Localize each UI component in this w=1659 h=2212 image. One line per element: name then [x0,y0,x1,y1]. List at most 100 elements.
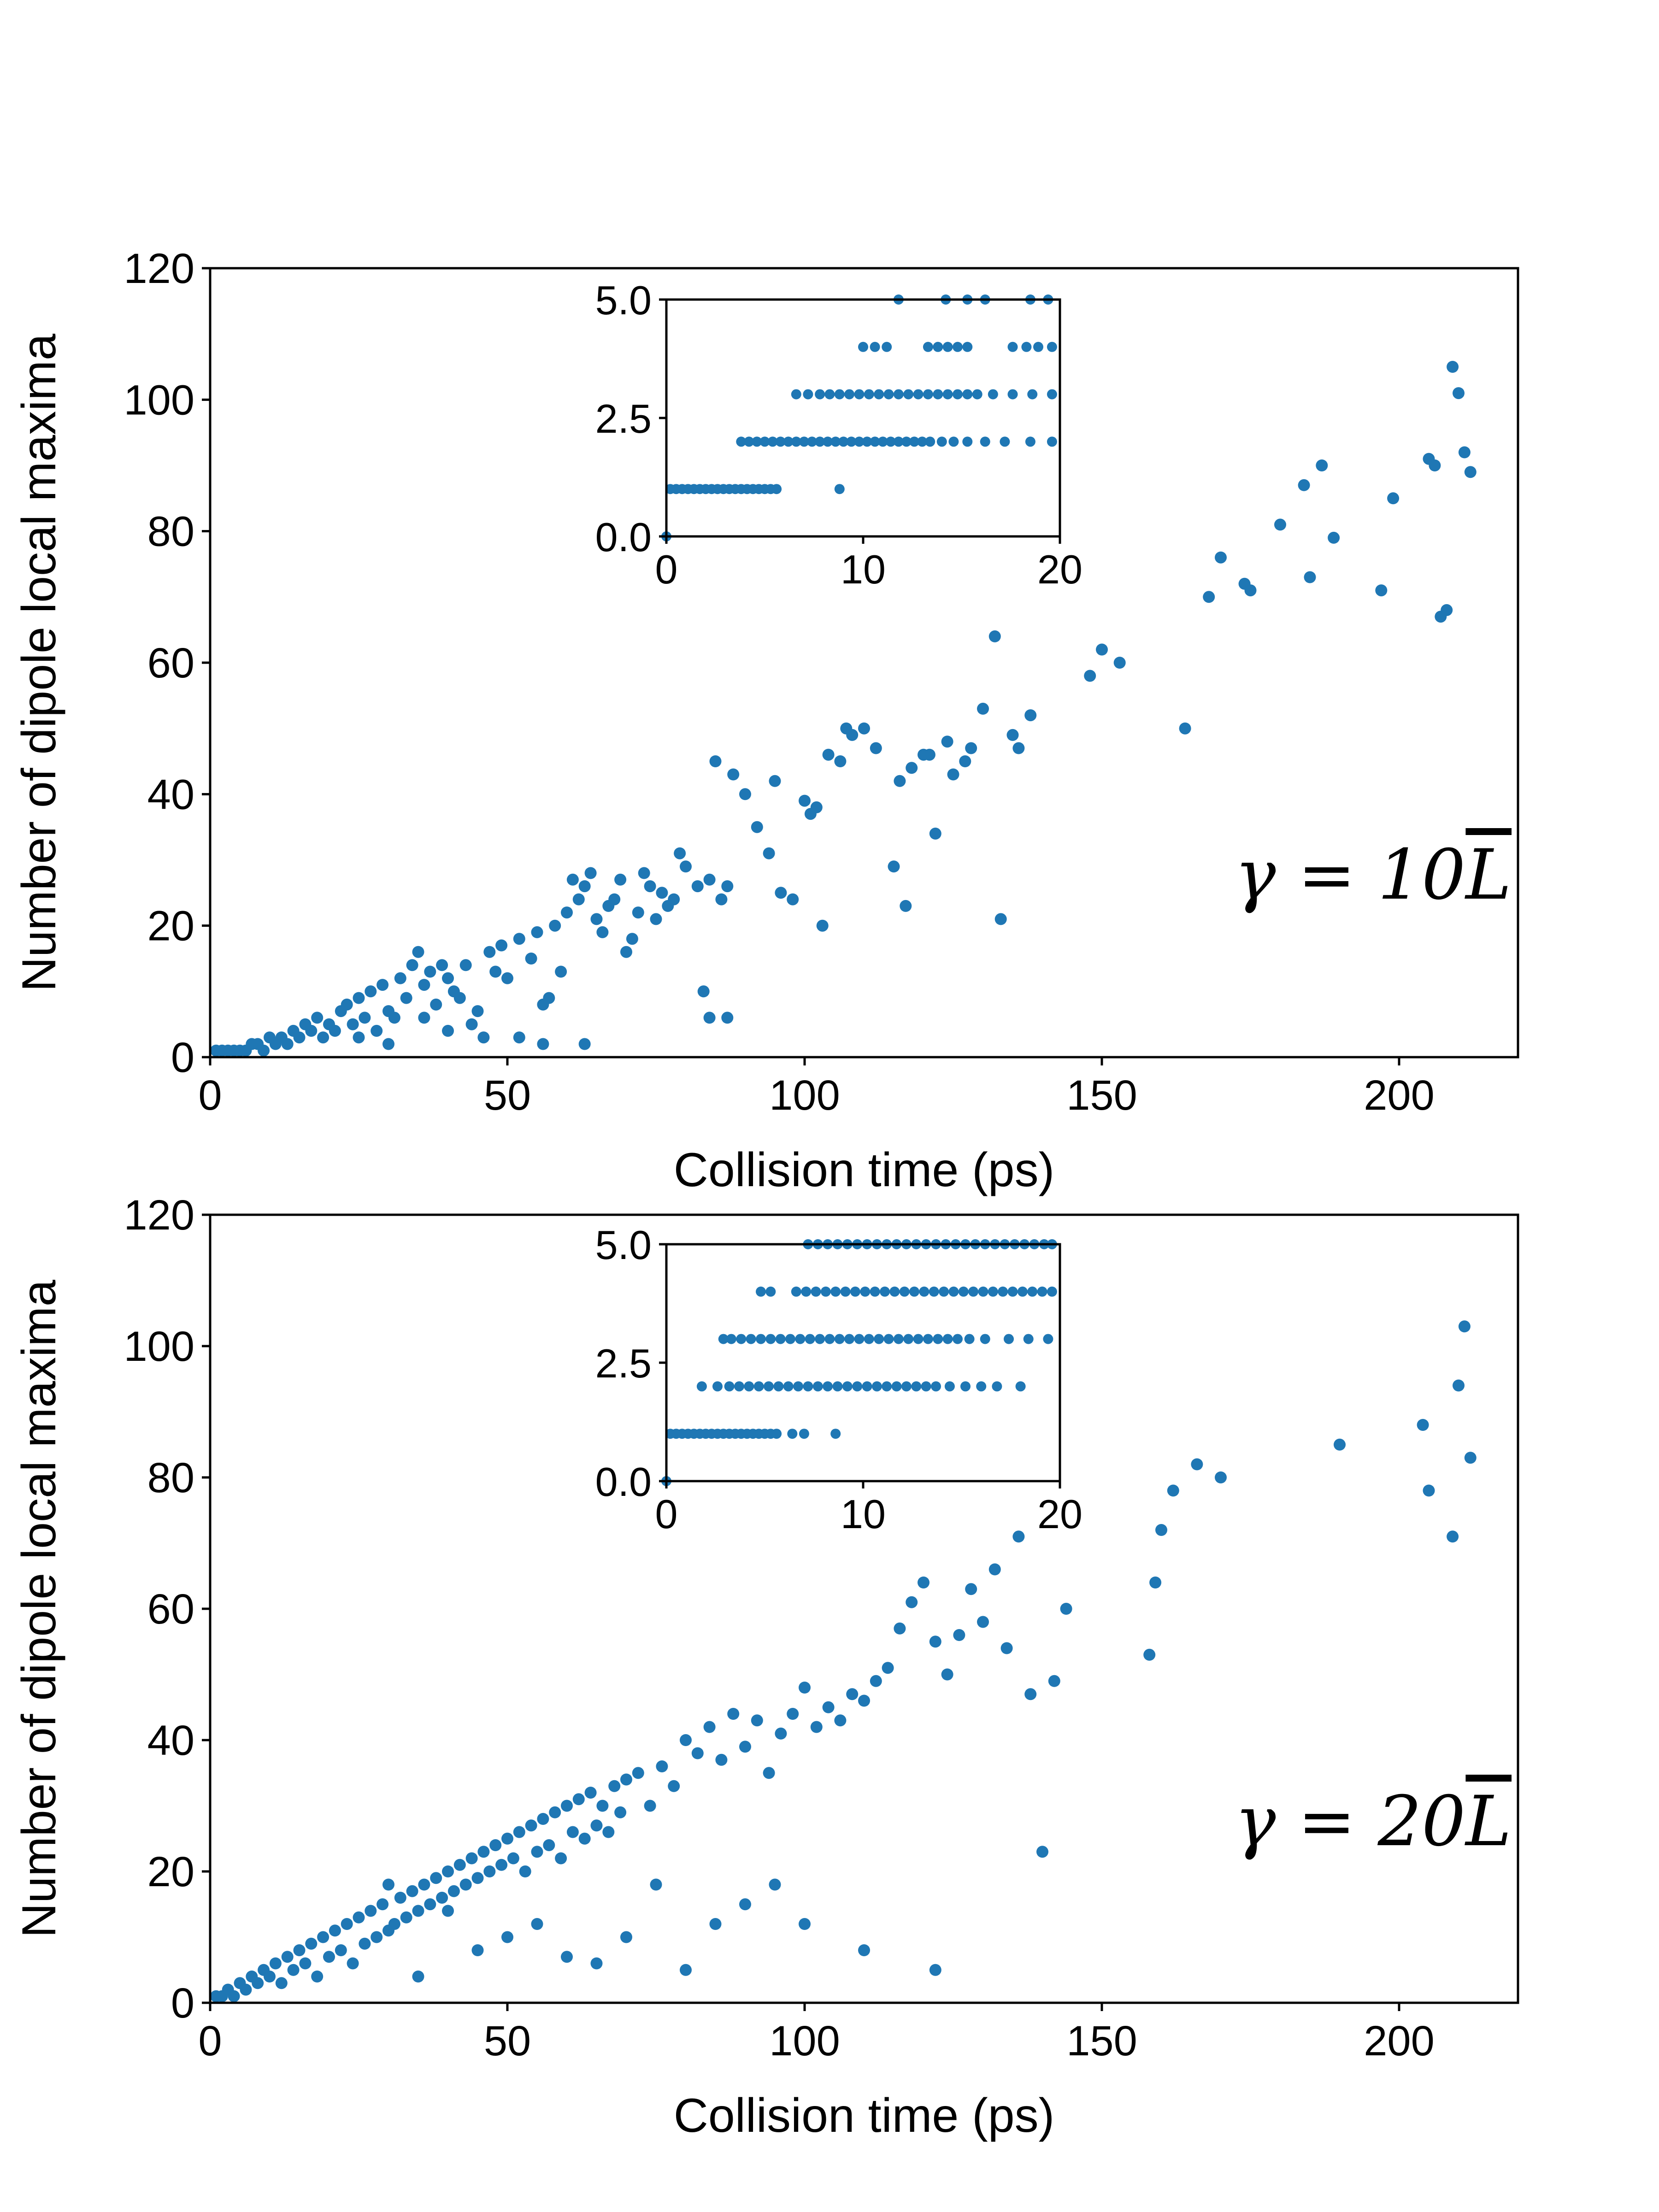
gamma-annotation-symbol: L [1464,1782,1512,1862]
panel-2-inset-y-tick-label: 0.0 [595,1459,652,1505]
data-point [1012,742,1025,754]
data-point [501,972,513,984]
data-point [888,860,900,873]
data-point [787,1708,799,1720]
data-point [759,436,770,447]
data-point [948,436,959,447]
data-point [822,1701,835,1713]
data-point [791,389,801,400]
gamma-annotation: γ = 10L [1235,835,1512,915]
panel-1-y-tick-label: 60 [147,640,194,687]
data-point [854,1334,865,1344]
data-point [1021,341,1032,352]
data-point [948,1286,959,1297]
data-point [258,1044,270,1057]
data-point [815,1334,825,1344]
data-point [1244,584,1257,597]
data-point [465,1852,478,1865]
data-point [347,1018,359,1030]
data-point [965,742,977,754]
data-point [791,436,801,447]
data-point [329,1924,341,1937]
data-point [874,1334,884,1344]
data-point [602,1826,615,1838]
data-point [555,1852,567,1865]
data-point [359,1937,371,1950]
data-point [1047,1286,1057,1297]
data-point [830,1429,841,1439]
data-point [933,1334,943,1344]
data-point [899,1286,910,1297]
data-point [430,998,442,1011]
data-point [495,939,508,952]
data-point [590,1819,603,1832]
data-point [726,1334,736,1344]
panel-2-x-tick-label: 0 [198,2018,222,2065]
data-point [877,436,888,447]
data-point [964,1334,975,1344]
data-point [822,748,835,761]
data-point [1447,1530,1459,1543]
data-point [820,1286,831,1297]
data-point [501,1931,513,1943]
data-point [775,1334,786,1344]
data-point [281,1951,294,1963]
data-point [929,1286,939,1297]
data-point [765,1286,776,1297]
data-point [1047,341,1057,352]
data-point [1004,1334,1014,1344]
data-point [632,1767,644,1779]
data-point [1024,1688,1037,1700]
data-point [739,1898,751,1911]
data-point [608,893,621,906]
data-point [1084,670,1096,682]
data-point [572,1793,585,1806]
data-point [436,1892,448,1904]
data-point [936,436,947,447]
data-point [561,1800,573,1812]
data-point [543,992,555,1004]
data-point [400,992,412,1004]
data-point [941,735,953,748]
data-point [531,926,543,938]
data-point [840,1286,851,1297]
data-point [860,1286,871,1297]
data-point [1387,492,1400,505]
data-point [918,1577,930,1588]
data-point [525,953,537,965]
data-point [447,1885,460,1897]
data-point [311,1971,324,1983]
data-point [1328,531,1340,544]
data-point [871,1381,882,1392]
data-point [959,755,971,767]
data-point [394,972,406,984]
data-point [858,1694,870,1707]
data-point [830,436,841,447]
data-point [988,630,1001,642]
data-point [353,992,365,1004]
panel-1-x-tick-label: 100 [769,1072,840,1119]
data-point [923,748,935,761]
data-point [382,1878,394,1891]
data-point [650,913,662,925]
data-point [942,389,953,400]
data-point [744,436,754,447]
data-point [751,1714,763,1727]
data-point [1007,1286,1018,1297]
data-point [584,867,597,879]
panel-1-inset-x-tick-label: 10 [841,547,886,592]
data-point [483,946,496,958]
data-point [870,742,882,754]
data-point [977,702,989,715]
panel-2-y-tick-label: 120 [124,1192,195,1239]
data-point [252,1977,264,1989]
data-point [854,389,865,400]
data-point [471,1005,484,1018]
data-point [442,1865,454,1877]
data-point [442,1905,454,1917]
data-point [894,775,906,787]
data-point [703,1721,716,1733]
data-point [477,1846,490,1858]
data-point [775,1727,787,1740]
